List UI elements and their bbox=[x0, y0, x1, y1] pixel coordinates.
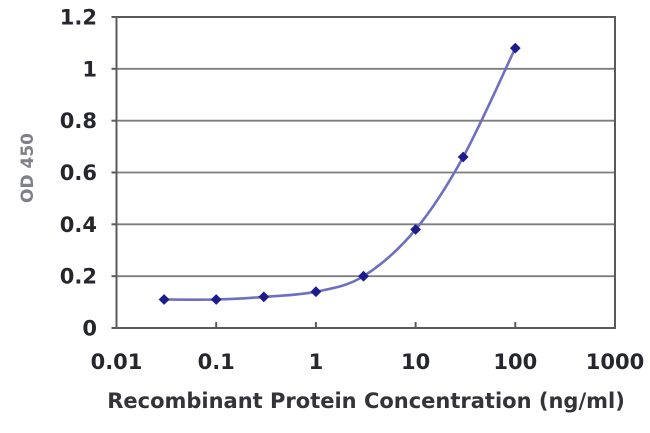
data-point-marker bbox=[310, 286, 322, 298]
y-tick-label: 1.2 bbox=[60, 6, 97, 30]
data-point-marker bbox=[210, 294, 222, 305]
data-point-marker bbox=[358, 270, 369, 282]
y-tick-label: 0.2 bbox=[60, 265, 97, 289]
y-tick-label: 0.6 bbox=[60, 161, 97, 185]
x-tick-label: 1000 bbox=[586, 350, 644, 374]
y-tick-label: 0.8 bbox=[60, 109, 97, 133]
x-tick-label: 1 bbox=[309, 350, 324, 374]
y-tick-label: 0.4 bbox=[60, 213, 97, 237]
data-point-marker bbox=[509, 42, 521, 54]
x-tick-label: 0.1 bbox=[198, 350, 235, 374]
y-tick-label: 0 bbox=[82, 317, 97, 341]
x-tick-label: 10 bbox=[401, 350, 430, 374]
data-point-marker bbox=[158, 294, 170, 305]
x-tick-label: 0.01 bbox=[91, 350, 143, 374]
series-curve bbox=[162, 46, 517, 301]
data-point-marker bbox=[457, 151, 469, 163]
data-point-marker bbox=[258, 291, 270, 303]
y-axis-title: OD 450 bbox=[18, 133, 38, 203]
x-axis-title: Recombinant Protein Concentration (ng/ml… bbox=[107, 389, 625, 413]
y-tick-label: 1 bbox=[82, 57, 97, 81]
data-point-marker bbox=[410, 224, 421, 235]
x-tick-label: 100 bbox=[493, 350, 537, 374]
